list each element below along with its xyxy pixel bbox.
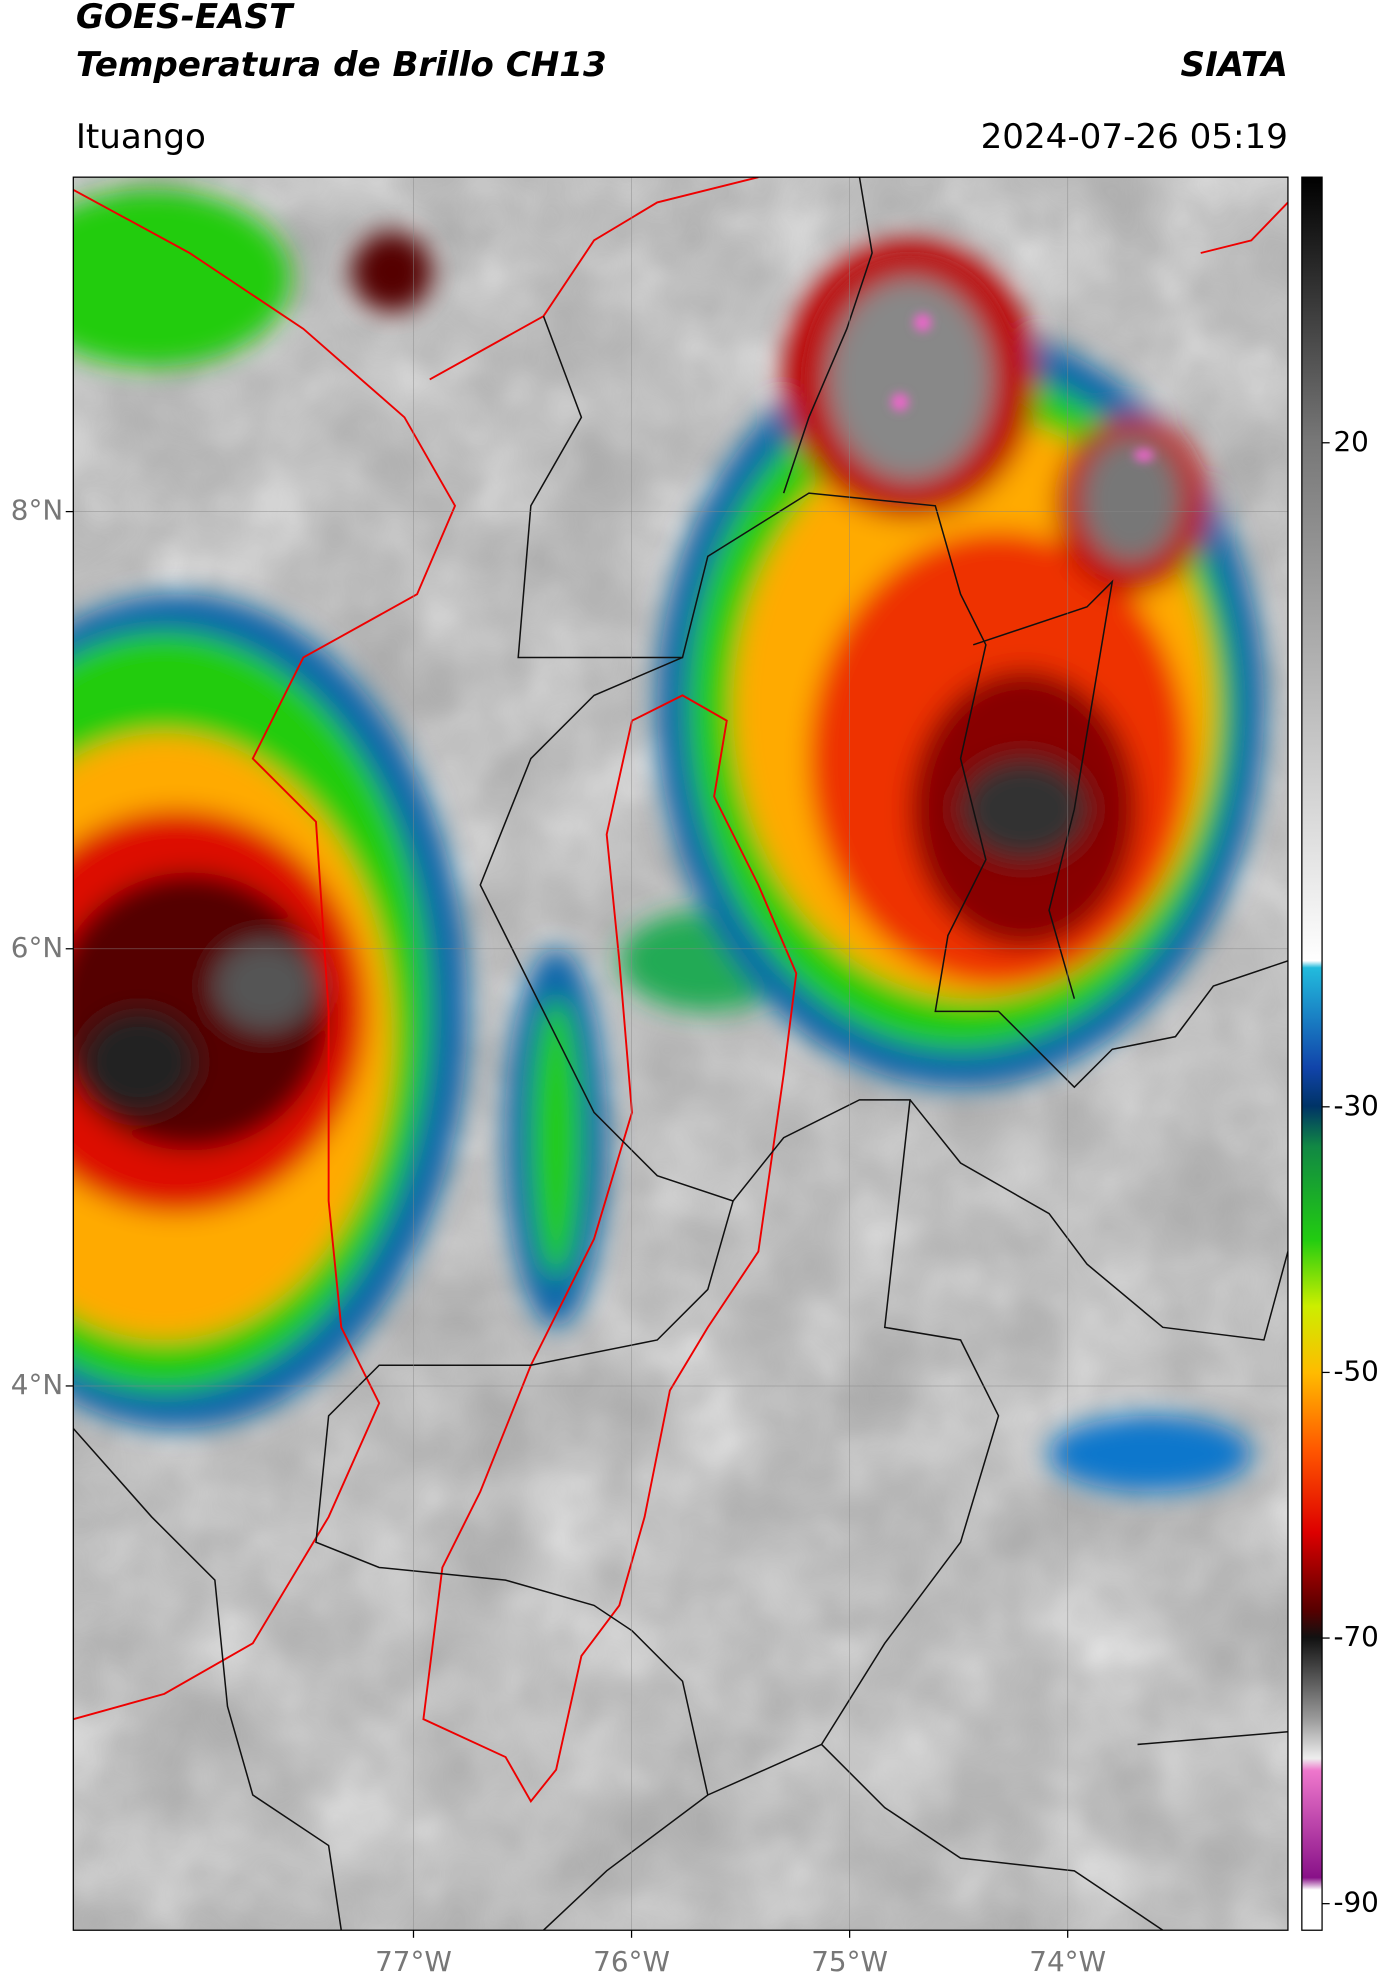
map-frame xyxy=(72,176,1289,1931)
satellite-image xyxy=(73,177,1288,1931)
x-tick-label: 76°W xyxy=(593,1945,670,1978)
y-tick-label: 4°N xyxy=(11,1368,63,1401)
grid xyxy=(73,177,1288,1931)
y-tick-label: 6°N xyxy=(11,931,63,964)
colorbar-tick-label: -70 xyxy=(1333,1620,1378,1653)
colorbar-tick-label: -50 xyxy=(1333,1354,1378,1387)
colorbar-tick-label: 20 xyxy=(1333,425,1368,458)
x-tick-label: 74°W xyxy=(1029,1945,1106,1978)
y-tick-label: 8°N xyxy=(11,494,63,527)
colorbar-tick-label: -90 xyxy=(1333,1886,1378,1919)
title: GOES-EAST xyxy=(76,0,295,37)
colorbar-tick-label: -30 xyxy=(1333,1089,1378,1122)
x-tick-label: 75°W xyxy=(811,1945,888,1978)
colorbar xyxy=(1301,176,1323,1931)
subtitle: Temperatura de Brillo CH13 xyxy=(76,45,607,85)
location: Ituango xyxy=(76,117,206,157)
x-tick-label: 77°W xyxy=(375,1945,452,1978)
org: SIATA xyxy=(1181,45,1288,85)
datetime: 2024-07-26 05:19 xyxy=(981,117,1288,157)
